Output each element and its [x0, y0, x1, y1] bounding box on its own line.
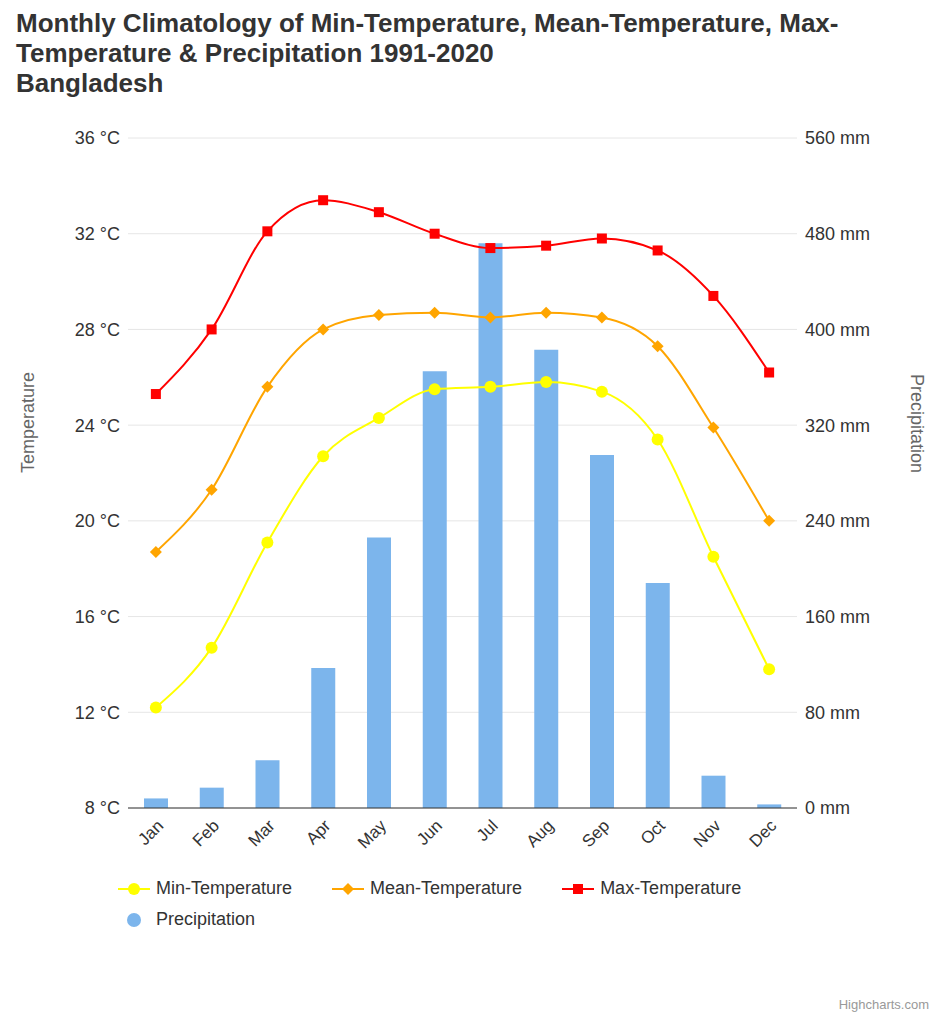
- svg-text:24 °C: 24 °C: [75, 416, 120, 436]
- svg-text:12 °C: 12 °C: [75, 703, 120, 723]
- html-text:Mean-Temperature: Mean-Temperature: [370, 878, 523, 898]
- svg-text:28 °C: 28 °C: [75, 320, 120, 340]
- svg-text:400 mm: 400 mm: [805, 320, 870, 340]
- svg-text:560 mm: 560 mm: [805, 128, 870, 148]
- svg-text:Jun: Jun: [413, 816, 446, 849]
- svg-text:Nov: Nov: [690, 816, 725, 851]
- svg-text:16 °C: 16 °C: [75, 607, 120, 627]
- svg-text:160 mm: 160 mm: [805, 607, 870, 627]
- html-text:Min-Temperature: Min-Temperature: [156, 878, 292, 898]
- svg-text:20 °C: 20 °C: [75, 511, 120, 531]
- svg-text:Sep: Sep: [578, 816, 613, 851]
- svg-text:8 °C: 8 °C: [85, 798, 120, 818]
- svg-text:Dec: Dec: [746, 816, 781, 851]
- html-text:Highcharts.com: Highcharts.com: [838, 997, 929, 1012]
- html-text:Precipitation: Precipitation: [156, 909, 256, 929]
- html-text:Bangladesh: Bangladesh: [16, 68, 164, 98]
- svg-text:Oct: Oct: [637, 816, 669, 848]
- svg-text:480 mm: 480 mm: [805, 224, 870, 244]
- svg-text:Mar: Mar: [245, 816, 279, 850]
- svg-text:36 °C: 36 °C: [75, 128, 120, 148]
- svg-text:Jan: Jan: [134, 816, 167, 849]
- svg-text:Aug: Aug: [523, 816, 558, 851]
- svg-text:Apr: Apr: [302, 816, 334, 848]
- svg-text:May: May: [354, 816, 390, 852]
- svg-text:320 mm: 320 mm: [805, 416, 870, 436]
- svg-text:32 °C: 32 °C: [75, 224, 120, 244]
- svg-text:Precipitation: Precipitation: [907, 374, 927, 473]
- svg-text:80 mm: 80 mm: [805, 703, 860, 723]
- svg-text:Jul: Jul: [473, 816, 502, 845]
- html-text:Max-Temperature: Max-Temperature: [600, 878, 742, 898]
- svg-text:240 mm: 240 mm: [805, 511, 870, 531]
- svg-text:Temperature: Temperature: [18, 372, 38, 473]
- svg-text:Feb: Feb: [189, 816, 223, 850]
- html-text:Monthly Climatology of Min-Tem: Monthly Climatology of Min-Temperature, …: [16, 8, 839, 68]
- svg-text:0 mm: 0 mm: [805, 798, 850, 818]
